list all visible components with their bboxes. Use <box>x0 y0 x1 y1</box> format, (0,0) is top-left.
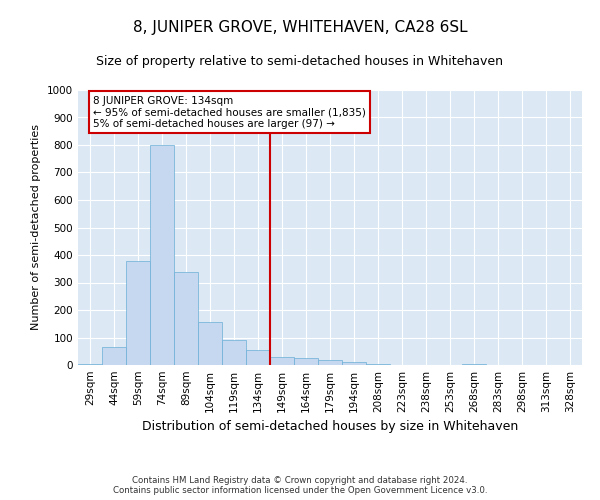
Bar <box>150 145 174 365</box>
Bar <box>198 322 222 365</box>
Bar <box>342 362 366 365</box>
Bar <box>246 350 270 365</box>
Text: Contains HM Land Registry data © Crown copyright and database right 2024.
Contai: Contains HM Land Registry data © Crown c… <box>113 476 487 495</box>
Bar <box>366 364 390 365</box>
X-axis label: Distribution of semi-detached houses by size in Whitehaven: Distribution of semi-detached houses by … <box>142 420 518 434</box>
Text: 8, JUNIPER GROVE, WHITEHAVEN, CA28 6SL: 8, JUNIPER GROVE, WHITEHAVEN, CA28 6SL <box>133 20 467 35</box>
Bar <box>78 364 102 365</box>
Y-axis label: Number of semi-detached properties: Number of semi-detached properties <box>31 124 41 330</box>
Bar <box>318 360 342 365</box>
Text: Size of property relative to semi-detached houses in Whitehaven: Size of property relative to semi-detach… <box>97 55 503 68</box>
Bar <box>270 357 294 365</box>
Bar <box>222 340 246 365</box>
Bar <box>102 347 126 365</box>
Bar <box>462 364 486 365</box>
Bar <box>294 358 318 365</box>
Bar <box>126 260 150 365</box>
Text: 8 JUNIPER GROVE: 134sqm
← 95% of semi-detached houses are smaller (1,835)
5% of : 8 JUNIPER GROVE: 134sqm ← 95% of semi-de… <box>93 96 366 128</box>
Bar <box>174 272 198 365</box>
